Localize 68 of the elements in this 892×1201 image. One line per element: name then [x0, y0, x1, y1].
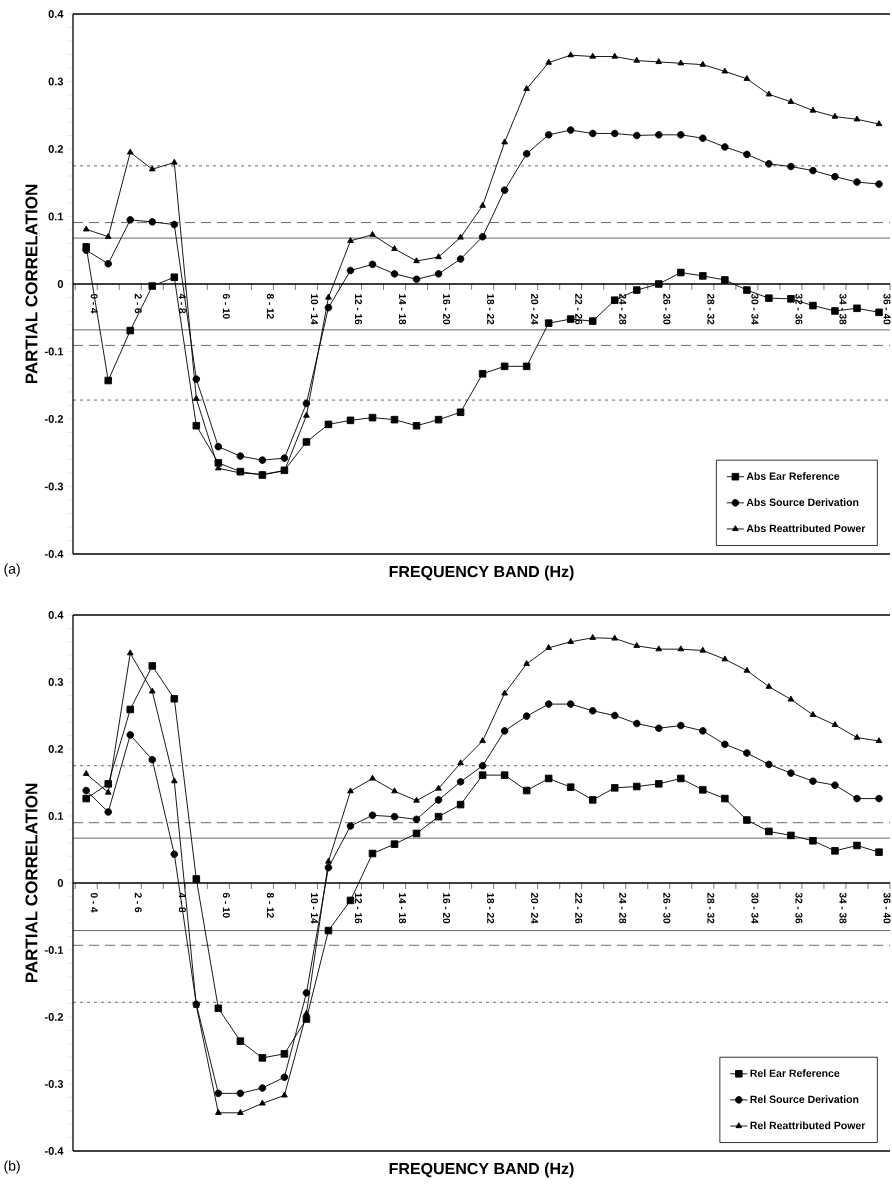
- x-tick-label: 28 - 32: [707, 293, 715, 325]
- x-tick-label: 36 - 40: [883, 293, 891, 325]
- x-tick-label: 0 - 4: [90, 892, 98, 913]
- x-tick-label: 16 - 20: [443, 893, 451, 924]
- x-tick-label: 4 - 8: [178, 293, 186, 314]
- y-tick-label: -0.3: [44, 482, 64, 491]
- x-tick-label: 2 - 6: [134, 293, 142, 314]
- x-tick-label: 0 - 4: [90, 293, 98, 314]
- x-tick-label: 4 - 8: [178, 892, 186, 913]
- y-tick-label: 0.1: [48, 812, 64, 820]
- x-tick-label: 22 - 26: [575, 293, 583, 325]
- legend-label: Rel Ear Reference: [750, 1069, 840, 1077]
- x-tick-label: 30 - 34: [751, 293, 759, 325]
- y-tick-label: 0.2: [48, 745, 64, 753]
- y-tick-label: 0.3: [48, 678, 64, 686]
- y-axis-title: PARTIAL CORRELATION: [25, 783, 38, 983]
- x-tick-label: 26 - 30: [663, 892, 671, 924]
- text: (a): [4, 563, 20, 577]
- x-tick-label: 14 - 18: [398, 893, 407, 924]
- legend-label: Abs Ear Reference: [746, 472, 840, 480]
- x-tick-label: 24 - 28: [619, 293, 627, 325]
- y-tick-label: 0.4: [48, 611, 64, 619]
- x-tick-label: 20 - 24: [531, 892, 539, 924]
- x-tick-label: 34 - 38: [839, 892, 847, 924]
- x-tick-label: 32 - 36: [795, 892, 803, 924]
- y-tick-label: 0: [57, 280, 64, 288]
- x-tick-label: 18 - 22: [487, 893, 495, 924]
- x-axis-title: FREQUENCY BAND (Hz): [389, 565, 574, 581]
- y-tick-label: 0: [57, 879, 64, 887]
- x-tick-label: 32 - 36: [795, 293, 803, 325]
- legend-label: Abs Source Derivation: [746, 498, 859, 506]
- x-tick-label: 30 - 34: [751, 892, 759, 924]
- x-tick-label: 6 - 10: [222, 892, 230, 918]
- text: (b): [4, 1160, 20, 1174]
- x-tick-label: 20 - 24: [531, 293, 539, 325]
- x-tick-label: 8 - 12: [266, 293, 274, 319]
- x-tick-label: 12 - 16: [354, 893, 363, 924]
- x-tick-label: 8 - 12: [266, 892, 274, 918]
- y-tick-label: -0.4: [44, 550, 64, 558]
- x-tick-label: 10 - 14: [310, 893, 318, 924]
- legend-label: Abs Reattributed Power: [746, 524, 866, 533]
- x-tick-label: 28 - 32: [707, 892, 715, 924]
- y-tick-label: 0.3: [48, 77, 64, 86]
- x-axis-title: FREQUENCY BAND (Hz): [389, 1162, 574, 1178]
- y-tick-label: -0.1: [44, 946, 64, 954]
- x-tick-label: 2 - 6: [134, 892, 142, 913]
- legend-label: Rel Reattributed Power: [750, 1121, 866, 1130]
- x-tick-label: 26 - 30: [663, 293, 671, 325]
- y-tick-label: -0.3: [44, 1080, 64, 1088]
- y-tick-label: -0.2: [44, 1013, 64, 1021]
- y-tick-label: 0.2: [48, 145, 64, 153]
- x-tick-label: 22 - 26: [575, 892, 583, 924]
- y-tick-label: 0.4: [48, 10, 64, 18]
- x-tick-label: 18 - 22: [487, 294, 495, 325]
- x-tick-label: 14 - 18: [398, 294, 407, 325]
- y-axis-title: PARTIAL CORRELATION: [25, 184, 38, 384]
- x-tick-label: 16 - 20: [443, 294, 451, 325]
- x-tick-label: 6 - 10: [222, 293, 230, 319]
- x-tick-label: 12 - 16: [354, 294, 363, 325]
- x-tick-label: 34 - 38: [839, 293, 847, 325]
- y-tick-label: -0.2: [44, 415, 64, 423]
- y-tick-label: -0.1: [44, 347, 64, 356]
- x-tick-label: 10 - 14: [310, 294, 318, 325]
- y-tick-label: -0.4: [44, 1147, 64, 1155]
- x-tick-label: 24 - 28: [619, 892, 627, 924]
- legend-label: Rel Source Derivation: [750, 1095, 859, 1104]
- x-tick-label: 36 - 40: [883, 892, 891, 924]
- y-tick-label: 0.1: [48, 212, 64, 221]
